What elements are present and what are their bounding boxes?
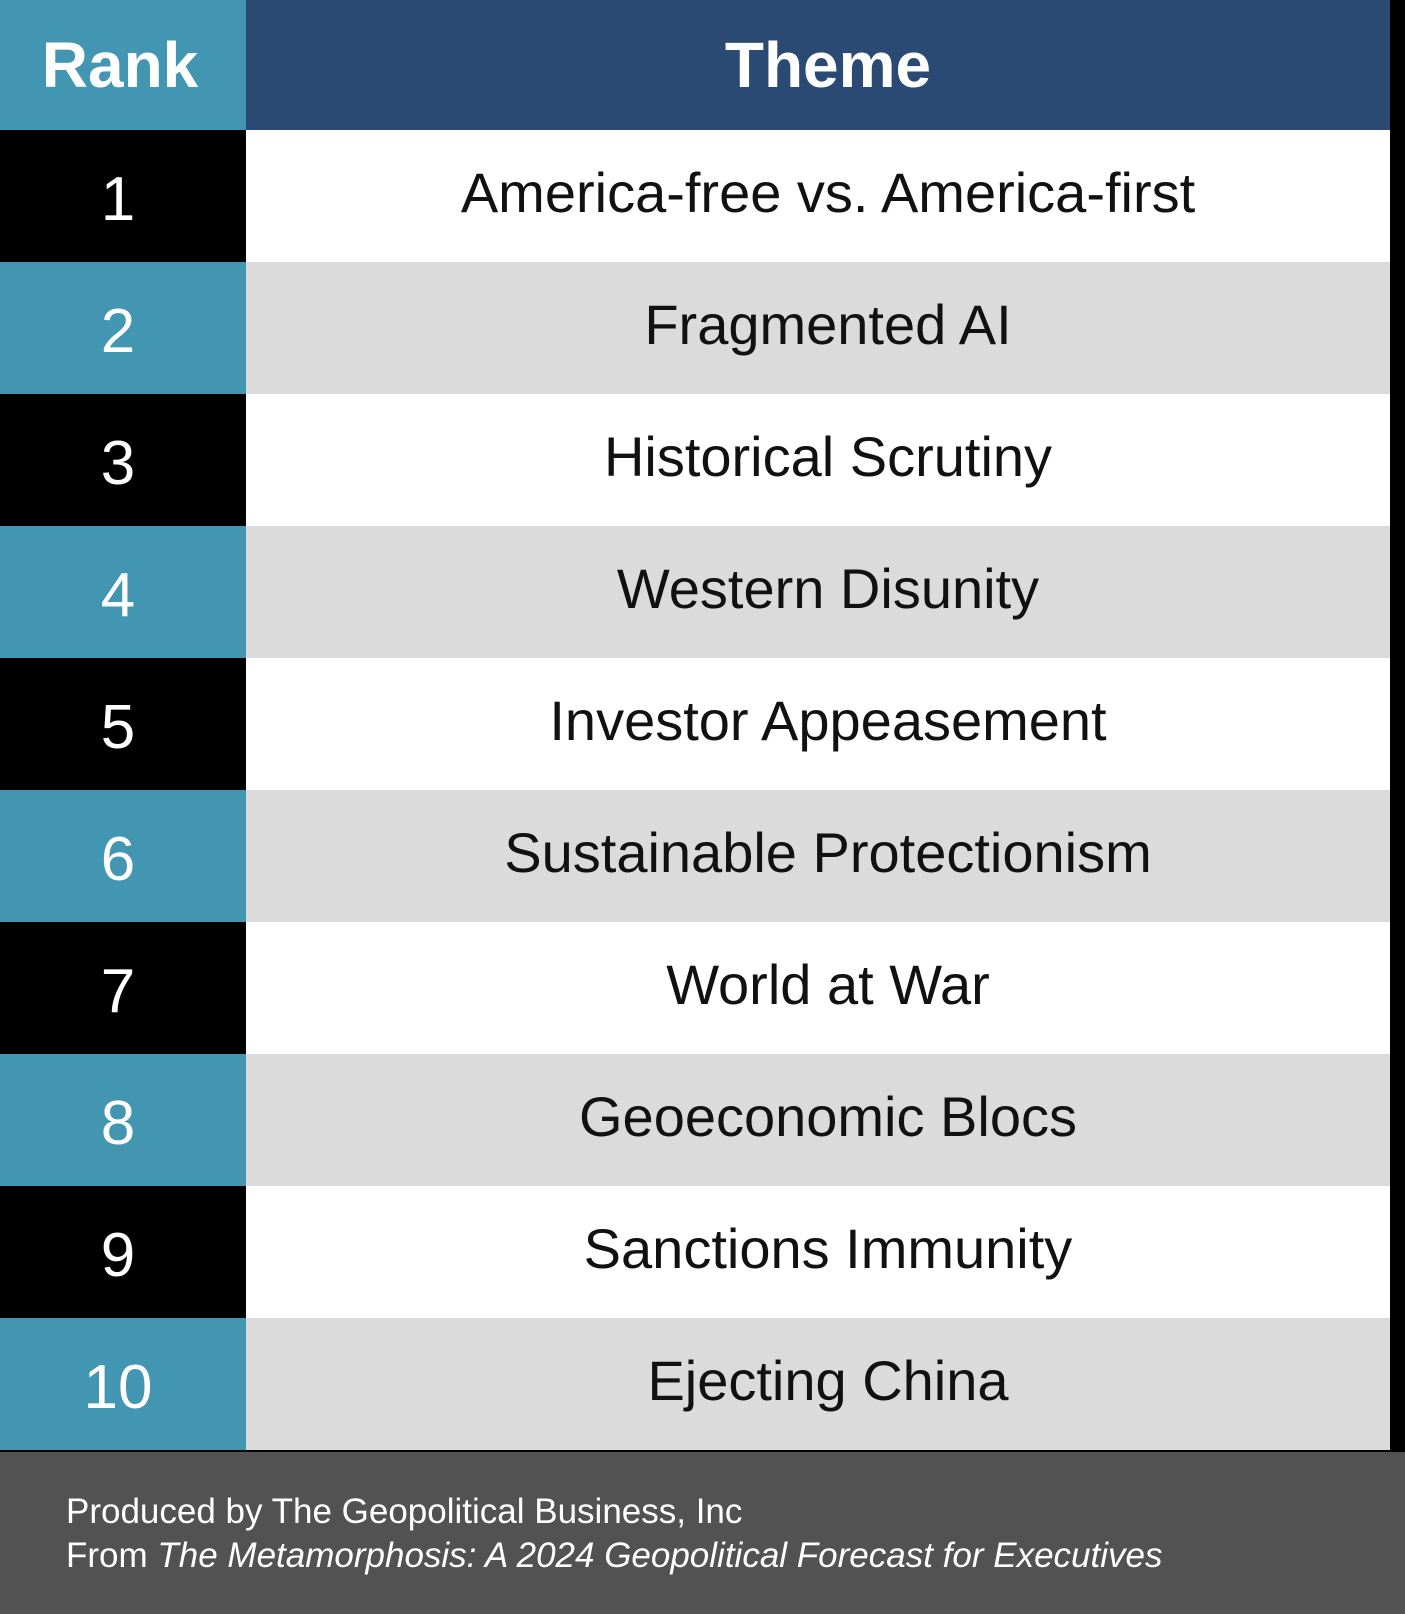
table-row: 8 Geoeconomic Blocs — [0, 1054, 1390, 1186]
rank-cell: 7 — [0, 922, 246, 1054]
theme-cell: Sustainable Protectionism — [246, 790, 1390, 922]
rank-cell: 9 — [0, 1186, 246, 1318]
ranking-table: Rank Theme 1 America-free vs. America-fi… — [0, 0, 1390, 1450]
rank-cell: 10 — [0, 1318, 246, 1450]
theme-cell: Historical Scrutiny — [246, 394, 1390, 526]
theme-cell: Western Disunity — [246, 526, 1390, 658]
theme-cell: Sanctions Immunity — [246, 1186, 1390, 1318]
source-prefix: From — [66, 1536, 158, 1575]
theme-cell: Fragmented AI — [246, 262, 1390, 394]
theme-cell: Geoeconomic Blocs — [246, 1054, 1390, 1186]
table-row: 3 Historical Scrutiny — [0, 394, 1390, 526]
table-row: 10 Ejecting China — [0, 1318, 1390, 1450]
theme-column-header: Theme — [246, 0, 1390, 130]
theme-cell: Ejecting China — [246, 1318, 1390, 1450]
producer-credit: Produced by The Geopolitical Business, I… — [66, 1492, 743, 1531]
theme-cell: America-free vs. America-first — [246, 130, 1390, 262]
table-row: 1 America-free vs. America-first — [0, 130, 1390, 262]
theme-cell: World at War — [246, 922, 1390, 1054]
rank-cell: 8 — [0, 1054, 246, 1186]
rank-cell: 6 — [0, 790, 246, 922]
table-row: 6 Sustainable Protectionism — [0, 790, 1390, 922]
rank-cell: 1 — [0, 130, 246, 262]
table-row: 2 Fragmented AI — [0, 262, 1390, 394]
table-row: 9 Sanctions Immunity — [0, 1186, 1390, 1318]
theme-cell: Investor Appeasement — [246, 658, 1390, 790]
rank-cell: 3 — [0, 394, 246, 526]
table-row: 5 Investor Appeasement — [0, 658, 1390, 790]
source-credit: From The Metamorphosis: A 2024 Geopoliti… — [66, 1534, 1405, 1578]
table-row: 4 Western Disunity — [0, 526, 1390, 658]
rank-cell: 5 — [0, 658, 246, 790]
rank-column-header: Rank — [0, 0, 246, 130]
source-footer: Produced by The Geopolitical Business, I… — [0, 1452, 1405, 1614]
table-row: 7 World at War — [0, 922, 1390, 1054]
source-title: The Metamorphosis: A 2024 Geopolitical F… — [157, 1536, 1163, 1575]
rank-cell: 4 — [0, 526, 246, 658]
rank-cell: 2 — [0, 262, 246, 394]
table-header: Rank Theme — [0, 0, 1390, 130]
